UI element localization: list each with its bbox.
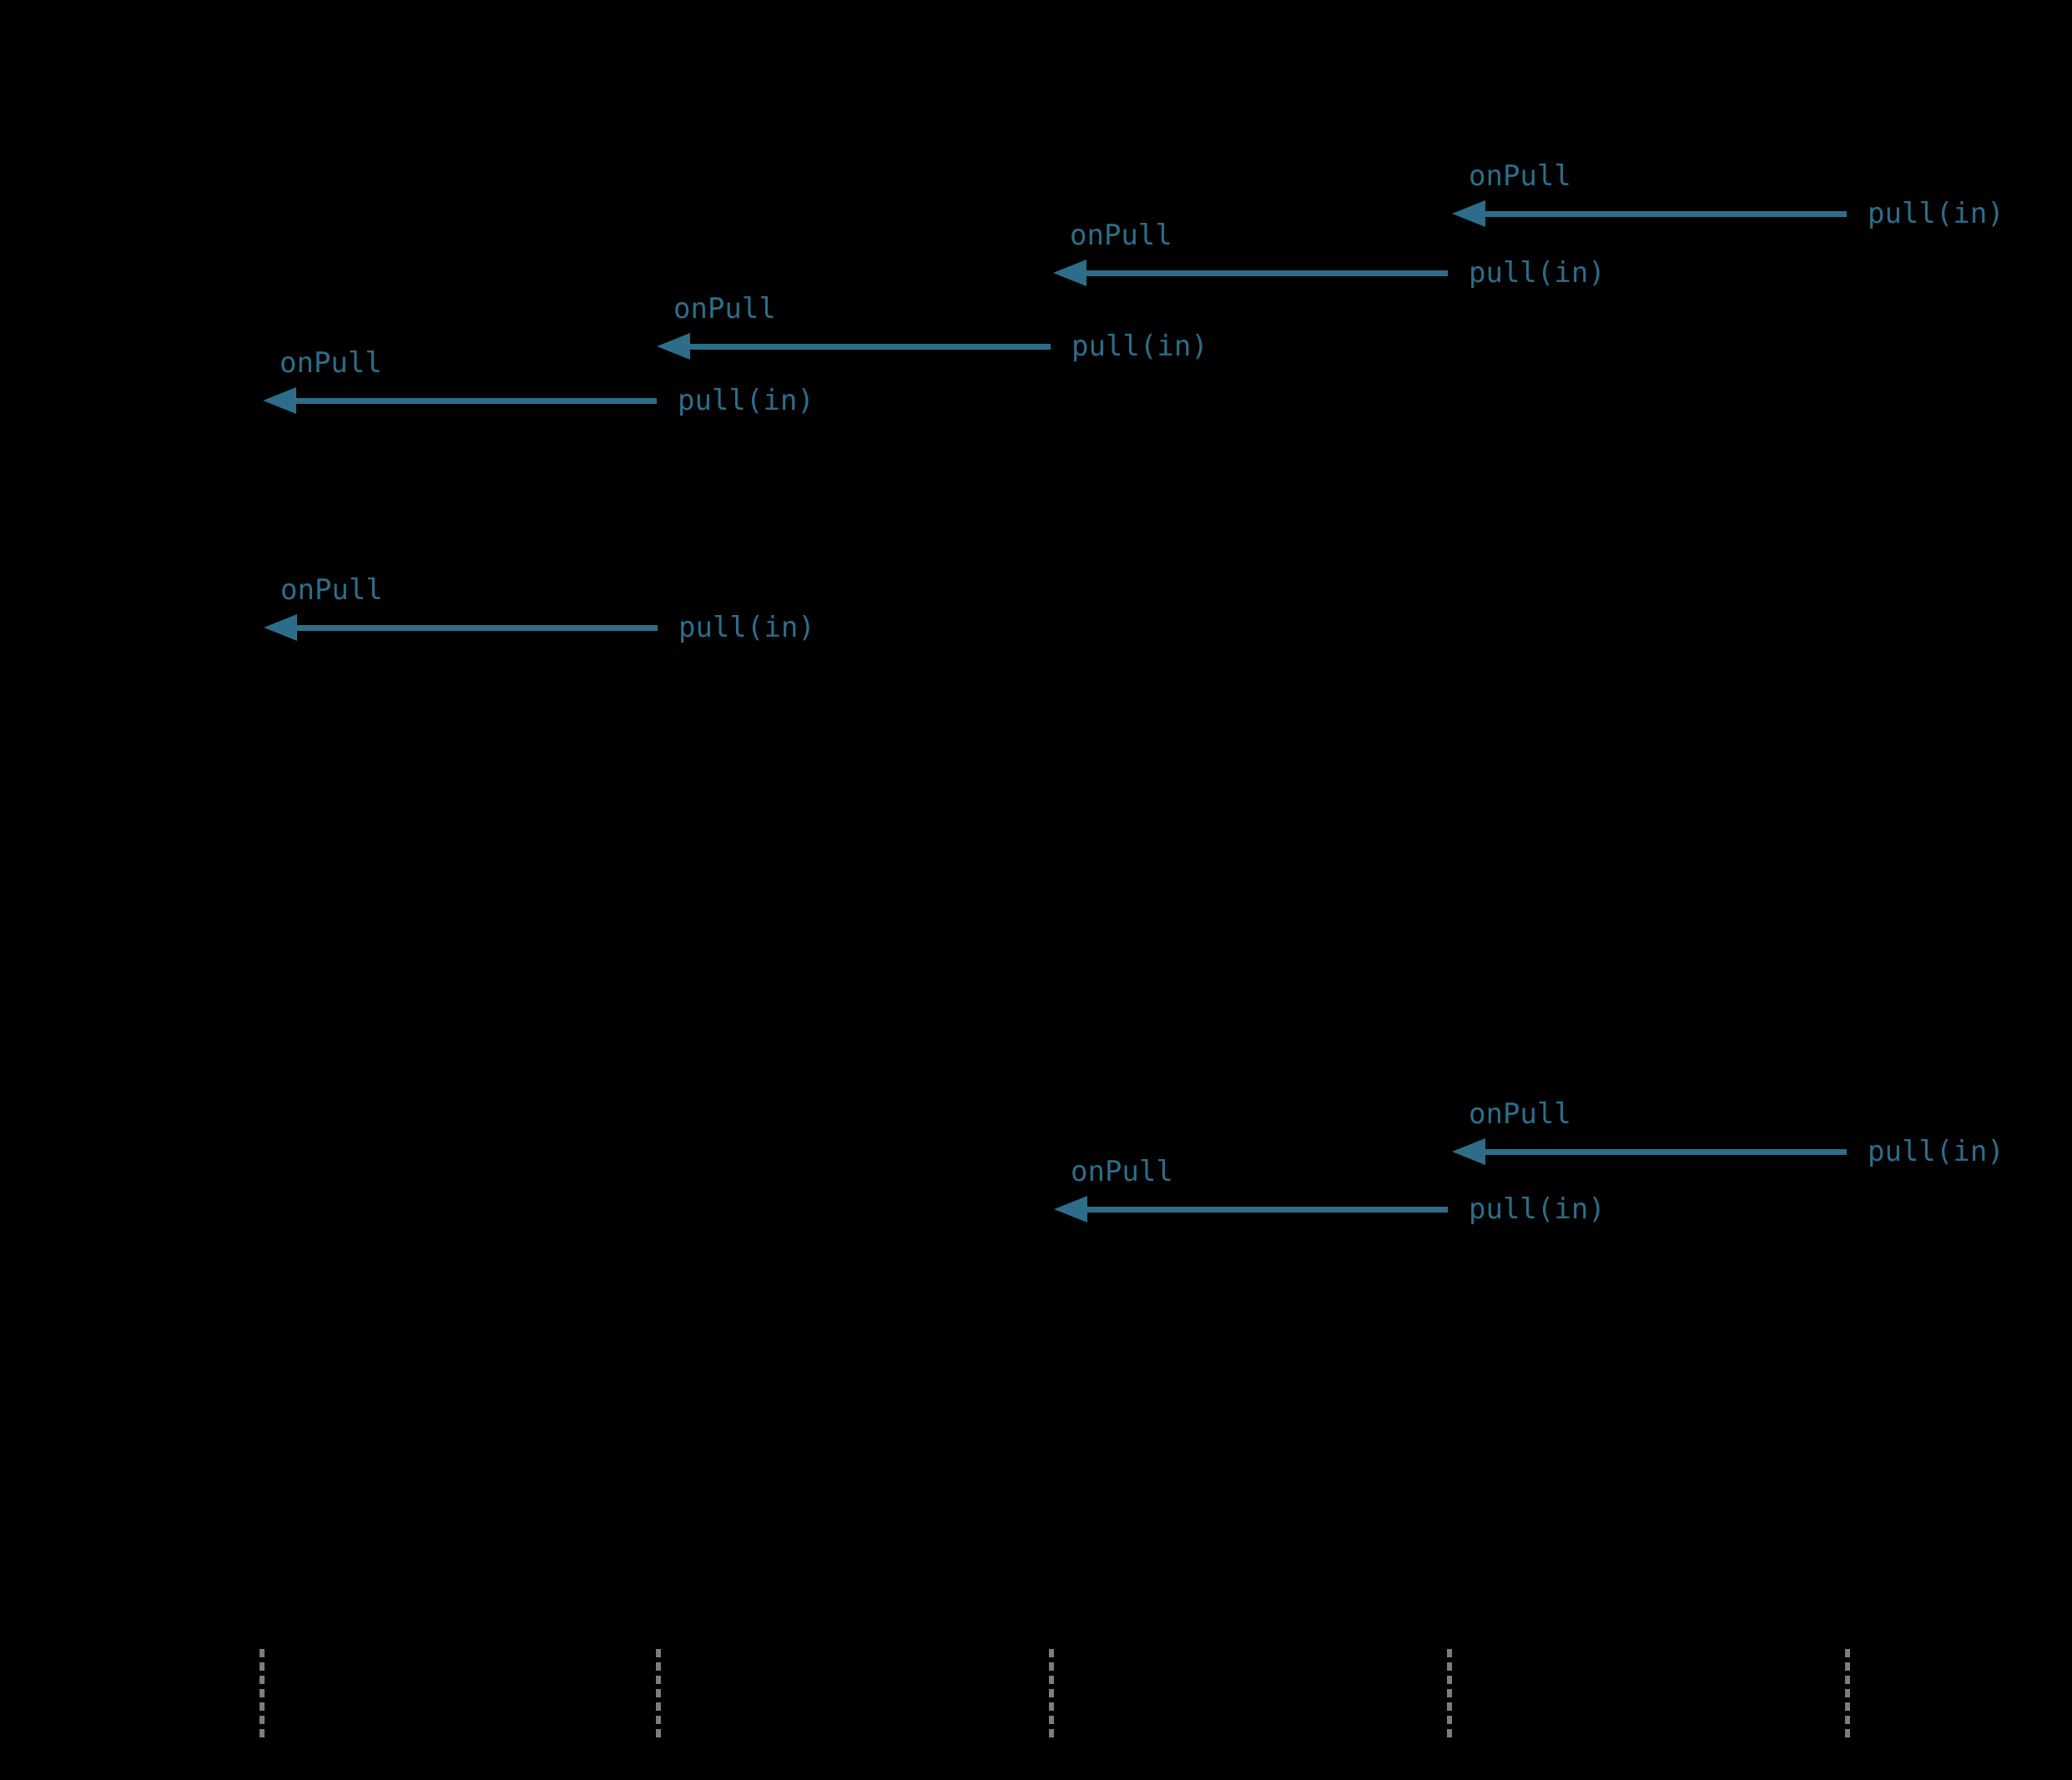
arrow-shaft: [1482, 210, 1847, 217]
arrow-head-icon: [263, 387, 296, 414]
onpull-label: onPull: [280, 573, 383, 607]
pull-arrow: [1452, 1138, 1847, 1165]
pull-arrow: [1452, 200, 1847, 227]
pull-in-label: pull(in): [678, 611, 815, 644]
arrow-head-icon: [264, 614, 297, 641]
arrow-shaft: [1084, 1206, 1448, 1213]
pull-in-label: pull(in): [1071, 330, 1208, 363]
arrow-head-icon: [1053, 260, 1086, 286]
arrow-head-icon: [657, 333, 690, 360]
onpull-label: onPull: [1071, 1155, 1173, 1188]
pull-in-label: pull(in): [1868, 197, 2004, 230]
lifeline-dashed: [656, 1649, 661, 1742]
arrow-shaft: [294, 624, 658, 631]
lifeline-dashed: [260, 1649, 265, 1742]
onpull-label: onPull: [1469, 159, 1571, 193]
pull-arrow: [1054, 1196, 1448, 1223]
arrow-head-icon: [1054, 1196, 1087, 1223]
arrow-shaft: [1482, 1148, 1847, 1155]
pull-in-label: pull(in): [1469, 256, 1606, 290]
arrow-head-icon: [1452, 200, 1485, 227]
onpull-label: onPull: [1070, 219, 1172, 252]
pull-arrow: [1053, 260, 1448, 286]
onpull-label: onPull: [1469, 1097, 1571, 1131]
pull-arrow: [264, 614, 658, 641]
arrow-shaft: [1083, 270, 1448, 276]
pull-in-label: pull(in): [1469, 1193, 1606, 1226]
arrow-shaft: [293, 397, 657, 404]
onpull-label: onPull: [673, 292, 776, 325]
lifeline-dashed: [1049, 1649, 1054, 1742]
lifeline-dashed: [1845, 1649, 1850, 1742]
onpull-label: onPull: [280, 346, 382, 380]
arrow-head-icon: [1452, 1138, 1485, 1165]
pull-arrow: [657, 333, 1051, 360]
pull-in-label: pull(in): [1868, 1135, 2004, 1168]
lifeline-dashed: [1447, 1649, 1452, 1742]
pull-in-label: pull(in): [678, 384, 814, 417]
arrow-shaft: [687, 343, 1051, 350]
pull-arrow: [263, 387, 657, 414]
